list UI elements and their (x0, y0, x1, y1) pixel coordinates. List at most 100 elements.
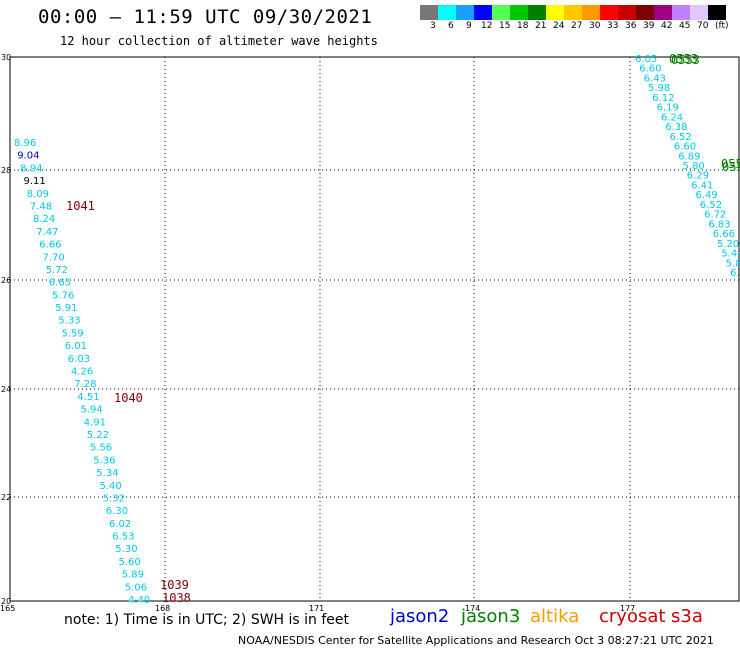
color-swatch (654, 5, 672, 20)
color-swatch (564, 5, 582, 20)
color-scale-tick: 70 (697, 21, 709, 31)
color-scale-tick: 18 (517, 21, 529, 31)
color-scale-tick: 36 (625, 21, 637, 31)
wave-height-value: 6.49 (696, 190, 718, 201)
color-scale-tick: (ft) (715, 21, 729, 31)
wave-height-value: 5.98 (648, 83, 670, 94)
wave-height-value: 6.12 (652, 93, 674, 104)
color-swatch (456, 5, 474, 20)
color-scale-tick: 27 (571, 21, 583, 31)
wave-height-value: 7.48 (30, 202, 52, 213)
wave-height-value: 6.43 (644, 74, 666, 85)
wave-height-value: 5.20 (717, 239, 739, 250)
wave-height-value: 8.09 (27, 189, 49, 200)
wave-height-value: 6.02 (109, 519, 131, 530)
color-scale-tick: 42 (661, 21, 673, 31)
color-scale-tick: 24 (553, 21, 565, 31)
wave-height-value: 5.22 (87, 430, 109, 441)
wave-height-value: 6.83 (708, 219, 730, 230)
wave-height-value: 4.40 (128, 595, 150, 606)
wave-height-value: 4.51 (77, 392, 99, 403)
wave-height-value: 6.05 (730, 268, 740, 279)
wave-height-value: 9.11 (24, 176, 46, 187)
wave-height-value: 8.24 (33, 214, 55, 225)
satellite-legend-item: jason2 (390, 606, 450, 627)
wave-height-value: 5.89 (122, 570, 144, 581)
wave-height-value: 6.03 (68, 354, 90, 365)
longitude-label: 171 (309, 604, 324, 613)
wave-height-value: 6.24 (661, 112, 683, 123)
longitude-label: 165 (0, 604, 15, 613)
pass-time-label: 055 (721, 157, 740, 171)
wave-height-value: 6.41 (691, 181, 713, 192)
wave-height-value: 6.19 (657, 103, 679, 114)
wave-height-value: 5.91 (55, 303, 77, 314)
wave-height-value: 5.88 (726, 258, 740, 269)
wave-height-value: 5.32 (103, 493, 125, 504)
color-swatch (528, 5, 546, 20)
wave-height-value: 6.65 (49, 278, 71, 289)
wave-height-value: 6.38 (665, 122, 687, 133)
wave-height-value: 5.36 (93, 455, 115, 466)
longitude-label: 174 (465, 604, 480, 613)
wave-height-value: 5.72 (46, 265, 68, 276)
color-scale-bar (420, 5, 726, 20)
wave-height-value: 4.91 (84, 417, 106, 428)
pass-time-label: 1039 (160, 578, 189, 592)
pass-time-label: 0553 (669, 52, 698, 66)
color-swatch (438, 5, 456, 20)
wave-height-value: 7.47 (36, 227, 58, 238)
pass-time-label: 1040 (114, 391, 143, 405)
color-swatch (474, 5, 492, 20)
color-scale-tick: 45 (679, 21, 691, 31)
wave-height-value: 6.60 (639, 64, 661, 75)
wave-height-value: 5.60 (119, 557, 141, 568)
pass-time-label: 1038 (162, 591, 191, 605)
color-swatch (420, 5, 438, 20)
wave-height-value: 5.56 (90, 443, 112, 454)
wave-height-value: 6.52 (700, 200, 722, 211)
latitude-label: 20 (1, 597, 11, 606)
satellite-legend-item: cryosat (599, 606, 666, 627)
plot-frame (9, 56, 740, 602)
color-swatch (708, 5, 726, 20)
wave-height-value: 6.53 (112, 532, 134, 543)
color-scale-tick: 3 (430, 21, 436, 31)
color-scale-tick: 33 (607, 21, 619, 31)
wave-height-value: 8.96 (14, 138, 36, 149)
wave-height-value: 7.28 (74, 379, 96, 390)
wave-height-value: 5.76 (52, 290, 74, 301)
footer-credit: NOAA/NESDIS Center for Satellite Applica… (238, 634, 714, 647)
color-scale-tick: 12 (481, 21, 493, 31)
wave-height-value: 6.29 (687, 171, 709, 182)
wave-height-value: 6.52 (670, 132, 692, 143)
wave-height-value: 6.30 (106, 506, 128, 517)
color-swatch (492, 5, 510, 20)
latitude-label: 24 (1, 385, 11, 394)
wave-height-value: 9.04 (17, 151, 39, 162)
pass-time-label: 1041 (66, 199, 95, 213)
wave-height-value: 8.94 (20, 163, 42, 174)
map-title: 00:00 – 11:59 UTC 09/30/2021 (38, 6, 373, 28)
latitude-label: 22 (1, 493, 11, 502)
wave-height-value: 5.80 (683, 161, 705, 172)
wave-height-value: 6.60 (674, 142, 696, 153)
color-scale-tick: 30 (589, 21, 601, 31)
color-scale-tick: 9 (466, 21, 472, 31)
color-swatch (510, 5, 528, 20)
satellite-legend-item: jason3 (461, 606, 521, 627)
wave-height-value: 5.06 (125, 582, 147, 593)
wave-height-value: 6.89 (678, 151, 700, 162)
wave-height-value: 5.33 (58, 316, 80, 327)
wave-height-value: 6.72 (704, 210, 726, 221)
latitude-label: 26 (1, 276, 11, 285)
latitude-label: 28 (1, 166, 11, 175)
wave-height-value: 5.30 (115, 544, 137, 555)
color-swatch (618, 5, 636, 20)
map-subtitle: 12 hour collection of altimeter wave hei… (60, 34, 378, 48)
longitude-label: 168 (155, 604, 170, 613)
wave-height-value: 4.26 (71, 367, 93, 378)
wave-height-value: 5.34 (96, 468, 118, 479)
wave-height-value: 5.59 (62, 328, 84, 339)
